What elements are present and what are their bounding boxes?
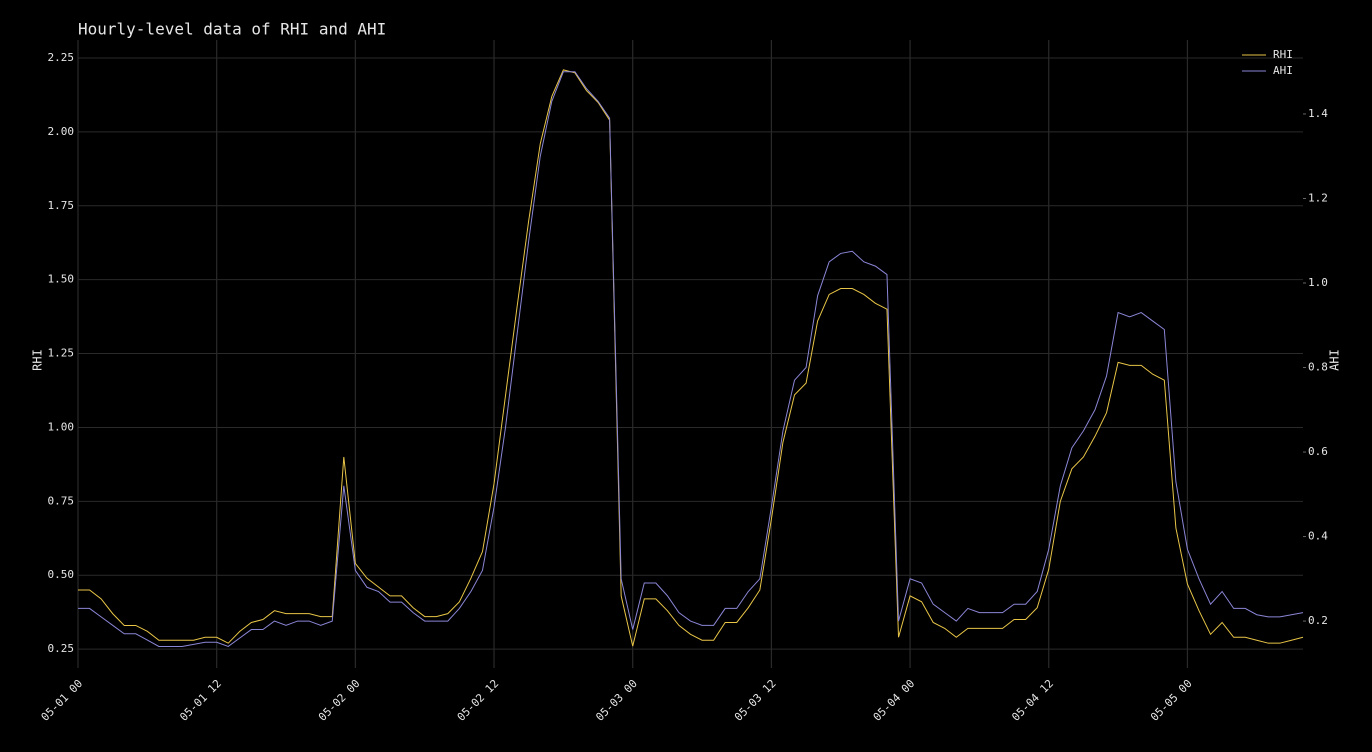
y-tick-label: 1.25	[48, 347, 75, 360]
legend-label: AHI	[1273, 64, 1293, 77]
y-tick-label: 0.50	[48, 568, 75, 581]
y2-tick-label: 0.6	[1308, 445, 1328, 458]
y-tick-label: 2.00	[48, 125, 75, 138]
legend-label: RHI	[1273, 48, 1293, 61]
y2-tick-label: 1.4	[1308, 107, 1328, 120]
y-tick-label: 0.25	[48, 642, 75, 655]
y-tick-label: 0.75	[48, 494, 75, 507]
y-tick-label: 1.00	[48, 420, 75, 433]
x-tick-label: 05-02 12	[455, 677, 502, 724]
x-tick-label: 05-01 00	[39, 677, 86, 724]
x-tick-label: 05-03 12	[732, 677, 779, 724]
y-tick-label: 1.75	[48, 199, 75, 212]
x-tick-label: 05-05 00	[1148, 677, 1195, 724]
x-tick-label: 05-04 12	[1009, 677, 1056, 724]
y2-tick-label: 0.2	[1308, 614, 1328, 627]
series-line	[78, 71, 1304, 648]
series-line	[78, 69, 1304, 647]
y-tick-label: 2.25	[48, 51, 75, 64]
x-tick-label: 05-03 00	[593, 677, 640, 724]
y-tick-label: 1.50	[48, 273, 75, 286]
y2-tick-label: 1.0	[1308, 276, 1328, 289]
x-tick-label: 05-01 12	[177, 677, 224, 724]
y2-tick-label: 0.4	[1308, 530, 1328, 543]
x-tick-label: 05-02 00	[316, 677, 363, 724]
y2-tick-label: 1.2	[1308, 191, 1328, 204]
chart-title: Hourly-level data of RHI and AHI	[78, 20, 386, 39]
x-tick-label: 05-04 00	[871, 677, 918, 724]
y2-tick-label: 0.8	[1308, 361, 1328, 374]
y2-axis-title: AHI	[1328, 349, 1342, 371]
y-axis-title: RHI	[31, 349, 45, 371]
